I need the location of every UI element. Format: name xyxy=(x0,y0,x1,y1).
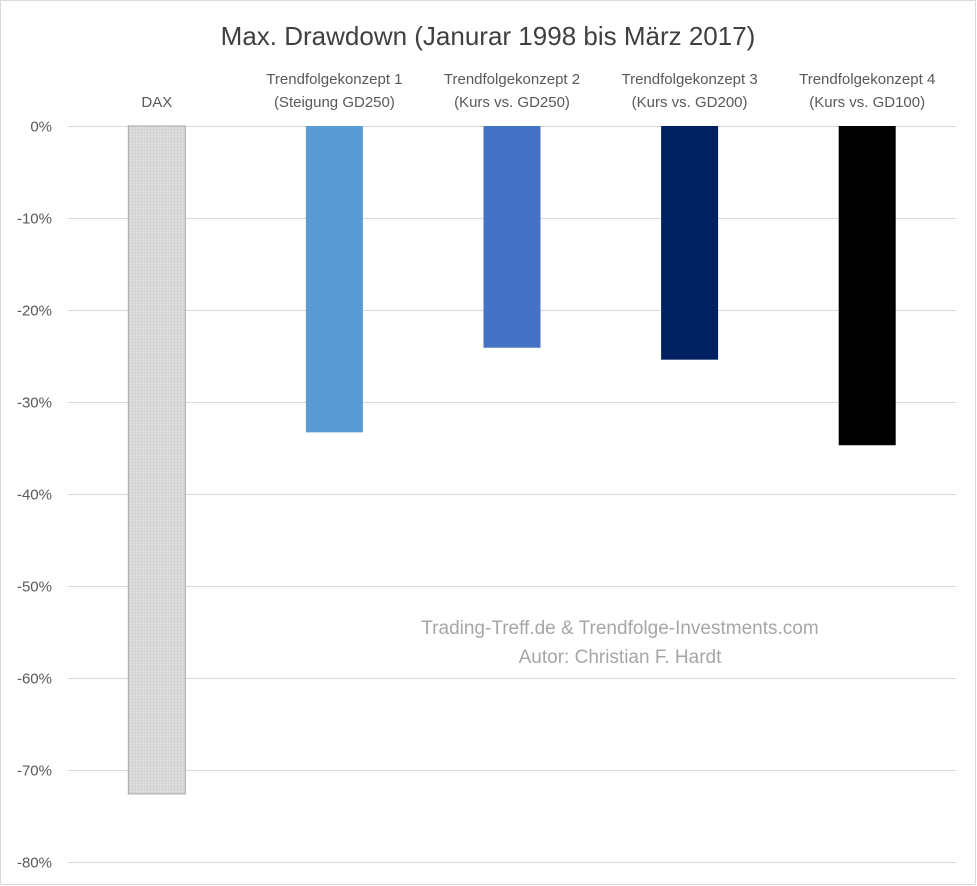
category-label: Trendfolgekonzept 2 xyxy=(444,71,580,88)
bar xyxy=(127,125,186,795)
bar xyxy=(305,126,363,433)
y-tick-label: -70% xyxy=(17,763,52,780)
category-label: Trendfolgekonzept 3 xyxy=(621,71,757,88)
y-tick-label: 0% xyxy=(30,119,52,136)
gridlines xyxy=(68,126,956,863)
bar xyxy=(838,126,896,446)
bar xyxy=(661,126,719,360)
chart-title: Max. Drawdown (Janurar 1998 bis März 201… xyxy=(221,21,756,51)
bar xyxy=(483,126,541,348)
y-tick-label: -30% xyxy=(17,395,52,412)
bars xyxy=(127,125,896,795)
category-label: Trendfolgekonzept 4 xyxy=(799,71,935,88)
category-label: (Kurs vs. GD200) xyxy=(632,94,748,111)
y-tick-label: -80% xyxy=(17,855,52,872)
y-axis-ticks: 0% -10% -20% -30% -40% -50% -60% -70% -80% xyxy=(17,119,52,872)
watermark-line-2: Autor: Christian F. Hardt xyxy=(519,647,722,668)
watermark: Trading-Treff.de & Trendfolge-Investment… xyxy=(421,618,818,668)
category-label: Trendfolgekonzept 1 xyxy=(266,71,402,88)
category-label: DAX xyxy=(141,94,172,111)
watermark-line-1: Trading-Treff.de & Trendfolge-Investment… xyxy=(421,618,818,639)
y-tick-label: -60% xyxy=(17,671,52,688)
y-tick-label: -40% xyxy=(17,487,52,504)
y-tick-label: -50% xyxy=(17,579,52,596)
y-tick-label: -10% xyxy=(17,211,52,228)
category-label: (Kurs vs. GD100) xyxy=(809,94,925,111)
category-labels: DAX Trendfolgekonzept 1 (Steigung GD250) Tr… xyxy=(141,71,935,111)
category-label: (Steigung GD250) xyxy=(274,94,395,111)
y-tick-label: -20% xyxy=(17,303,52,320)
category-label: (Kurs vs. GD250) xyxy=(454,94,570,111)
